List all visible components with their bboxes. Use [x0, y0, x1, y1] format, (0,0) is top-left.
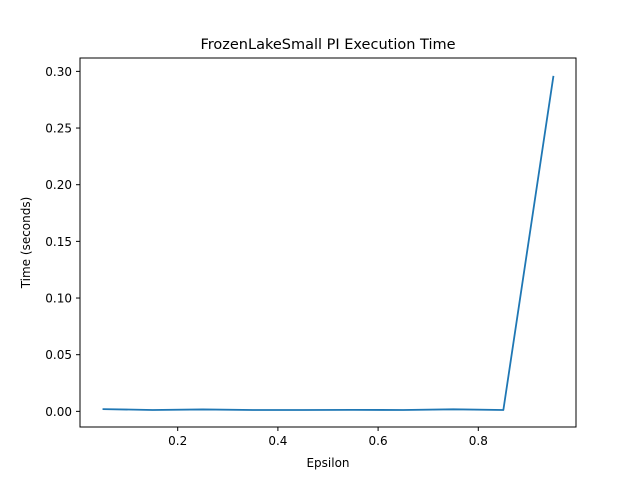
x-tick-label: 0.4	[268, 434, 287, 448]
y-tick-label: 0.10	[45, 292, 72, 306]
series-line	[102, 75, 555, 411]
x-tick-label: 0.8	[469, 434, 488, 448]
plot-area	[102, 75, 555, 411]
axes-frame	[79, 57, 577, 428]
y-axis-ticks: 0.00 0.05 0.10 0.15 0.20 0.25 0.30	[45, 65, 80, 419]
x-tick-label: 0.6	[369, 434, 388, 448]
x-tick-label: 0.2	[168, 434, 187, 448]
y-tick-label: 0.20	[45, 178, 72, 192]
x-axis-label: Epsilon	[306, 456, 349, 470]
chart-title: FrozenLakeSmall PI Execution Time	[200, 37, 455, 53]
y-tick-label: 0.05	[45, 348, 72, 362]
y-axis-label: Time (seconds)	[19, 197, 33, 290]
y-tick-label: 0.25	[45, 122, 72, 136]
y-tick-label: 0.15	[45, 235, 72, 249]
x-axis-ticks: 0.2 0.4 0.6 0.8	[168, 427, 488, 448]
y-tick-label: 0.30	[45, 65, 72, 79]
y-tick-label: 0.00	[45, 405, 72, 419]
